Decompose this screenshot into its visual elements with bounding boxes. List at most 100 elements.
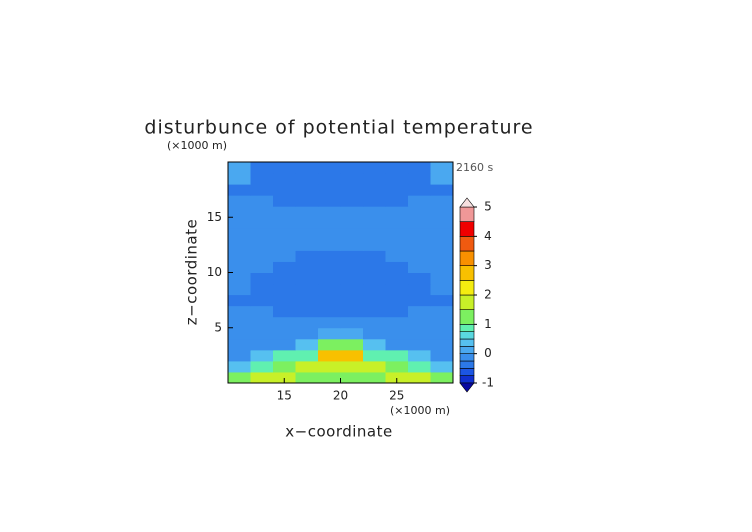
contour-cell bbox=[250, 250, 274, 262]
contour-cell bbox=[250, 206, 274, 218]
contour-cell bbox=[385, 283, 409, 296]
contour-cell bbox=[228, 206, 251, 218]
colorbar-bin bbox=[459, 206, 475, 222]
contour-cell bbox=[250, 272, 274, 285]
contour-cell bbox=[295, 162, 319, 174]
contour-cell bbox=[228, 327, 251, 340]
colorbar-bin bbox=[459, 346, 475, 354]
contour-cell bbox=[318, 371, 341, 384]
contour-cell bbox=[273, 349, 296, 362]
colorbar-bin bbox=[459, 309, 475, 325]
contour-cell bbox=[408, 305, 431, 318]
contour-cell bbox=[295, 217, 319, 229]
contour-cell bbox=[295, 305, 319, 318]
contour-cell bbox=[318, 283, 341, 296]
contour-cell bbox=[228, 261, 251, 273]
contour-cell bbox=[340, 283, 364, 296]
contour-cell bbox=[228, 283, 251, 296]
contour-cell bbox=[430, 371, 454, 384]
contour-cell bbox=[228, 349, 251, 362]
x-tick-label: 25 bbox=[389, 389, 404, 403]
contour-cell bbox=[228, 173, 251, 185]
contour-cell bbox=[295, 250, 319, 262]
colorbar-bin bbox=[459, 375, 475, 384]
contour-cell bbox=[430, 206, 454, 218]
contour-cell bbox=[318, 305, 341, 318]
colorbar-under bbox=[459, 382, 475, 393]
contour-cell bbox=[363, 294, 386, 307]
contour-cell bbox=[340, 294, 364, 307]
contour-cell bbox=[430, 305, 454, 318]
contour-cell bbox=[228, 371, 251, 384]
contour-cell bbox=[385, 349, 409, 362]
contour-cell bbox=[430, 184, 454, 196]
contour-cell bbox=[250, 217, 274, 229]
contour-cell bbox=[295, 349, 319, 362]
contour-cell bbox=[250, 173, 274, 185]
contour-cell bbox=[340, 217, 364, 229]
contour-cell bbox=[363, 316, 386, 329]
contour-cell bbox=[340, 228, 364, 240]
contour-cell bbox=[408, 195, 431, 207]
contour-cell bbox=[385, 294, 409, 307]
contour-cell bbox=[385, 206, 409, 218]
contour-cell bbox=[295, 261, 319, 273]
contour-cell bbox=[408, 371, 431, 384]
contour-cell bbox=[408, 239, 431, 251]
contour-cell bbox=[228, 250, 251, 262]
contour-cell bbox=[250, 360, 274, 373]
contour-cell bbox=[295, 173, 319, 185]
contour-cell bbox=[228, 360, 251, 373]
contour-cell bbox=[318, 184, 341, 196]
x-unit: (×1000 m) bbox=[390, 404, 450, 417]
contour-cell bbox=[430, 338, 454, 351]
contour-cell bbox=[295, 184, 319, 196]
colorbar-bin bbox=[459, 265, 475, 281]
contour-cell bbox=[273, 327, 296, 340]
contour-cell bbox=[408, 228, 431, 240]
contour-cell bbox=[340, 195, 364, 207]
colorbar-tick-label: -1 bbox=[482, 376, 494, 390]
contour-cell bbox=[385, 239, 409, 251]
contour-cell bbox=[295, 206, 319, 218]
colorbar-bin bbox=[459, 368, 475, 376]
contour-cell bbox=[318, 250, 341, 262]
contour-cell bbox=[273, 162, 296, 174]
contour-cell bbox=[228, 338, 251, 351]
contour-cell bbox=[295, 338, 319, 351]
colorbar-bin bbox=[459, 294, 475, 310]
contour-cell bbox=[340, 327, 364, 340]
contour-cell bbox=[408, 316, 431, 329]
contour-cell bbox=[273, 261, 296, 273]
colorbar-bin bbox=[459, 338, 475, 347]
colorbar-bin bbox=[459, 353, 475, 362]
y-tick-label: 10 bbox=[207, 265, 222, 279]
contour-cell bbox=[385, 305, 409, 318]
colorbar-bin bbox=[459, 250, 475, 266]
contour-cell bbox=[318, 239, 341, 251]
contour-cell bbox=[250, 371, 274, 384]
contour-cell bbox=[430, 195, 454, 207]
contour-cell bbox=[385, 360, 409, 373]
contour-cell bbox=[363, 338, 386, 351]
contour-cell bbox=[318, 294, 341, 307]
contour-cell bbox=[273, 283, 296, 296]
contour-cell bbox=[363, 261, 386, 273]
contour-cell bbox=[363, 217, 386, 229]
contour-cell bbox=[430, 239, 454, 251]
contour-cell bbox=[228, 217, 251, 229]
contour-cell bbox=[295, 272, 319, 285]
colorbar-tick-label: 1 bbox=[484, 317, 492, 331]
contour-cell bbox=[408, 261, 431, 273]
contour-cell bbox=[385, 195, 409, 207]
colorbar-bin bbox=[459, 360, 475, 369]
contour-cell bbox=[385, 316, 409, 329]
contour-cell bbox=[430, 261, 454, 273]
contour-cell bbox=[363, 206, 386, 218]
contour-cell bbox=[228, 195, 251, 207]
contour-cell bbox=[340, 371, 364, 384]
contour-cell bbox=[250, 184, 274, 196]
contour-cell bbox=[273, 371, 296, 384]
contour-cell bbox=[340, 184, 364, 196]
